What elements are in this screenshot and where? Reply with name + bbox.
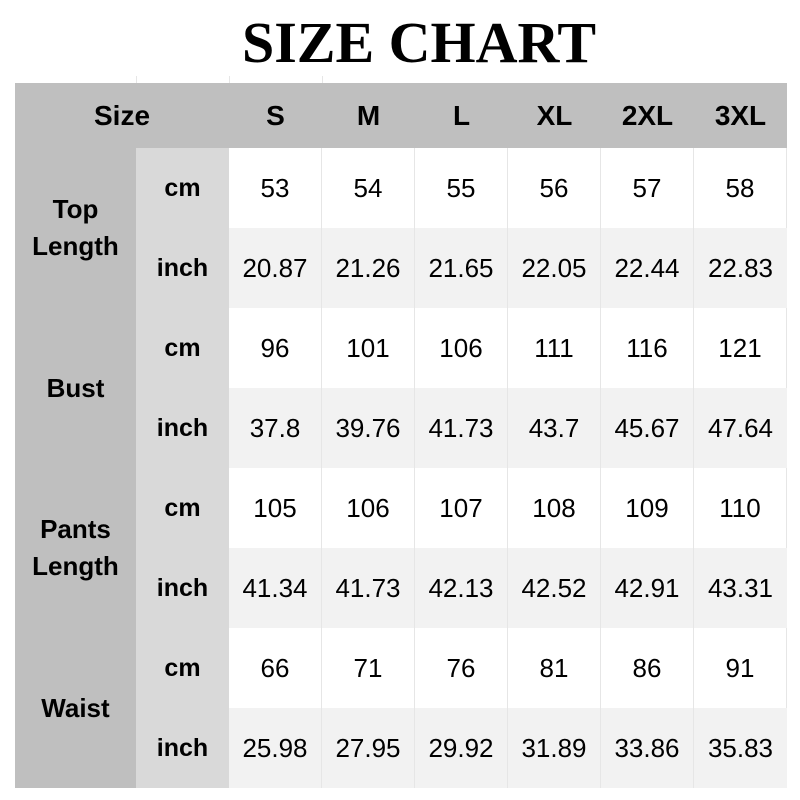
table-cell-inch: 35.83: [694, 708, 787, 788]
table-cell-cm: 81: [508, 628, 601, 708]
table-cell-inch: 43.31: [694, 548, 787, 628]
table-cell-inch: 47.64: [694, 388, 787, 468]
unit-label-inch: inch: [136, 228, 229, 308]
table-cell-inch: 21.26: [322, 228, 415, 308]
measurement-label: Top Length: [15, 148, 136, 308]
table-cell-cm: 54: [322, 148, 415, 228]
table-cell-inch: 39.76: [322, 388, 415, 468]
table-cell-inch: 27.95: [322, 708, 415, 788]
grid-line: [322, 76, 323, 83]
table-cell-cm: 106: [415, 308, 508, 388]
measurement-label: Waist: [15, 628, 136, 788]
table-cell-inch: 22.05: [508, 228, 601, 308]
table-cell-inch: 41.34: [229, 548, 322, 628]
unit-label-inch: inch: [136, 708, 229, 788]
table-cell-inch: 22.83: [694, 228, 787, 308]
table-cell-inch: 37.8: [229, 388, 322, 468]
table-cell-cm: 71: [322, 628, 415, 708]
table-cell-cm: 56: [508, 148, 601, 228]
unit-label-cm: cm: [136, 148, 229, 228]
table-cell-inch: 25.98: [229, 708, 322, 788]
unit-label-inch: inch: [136, 388, 229, 468]
table-cell-cm: 101: [322, 308, 415, 388]
table-cell-cm: 76: [415, 628, 508, 708]
header-size-xl: XL: [508, 83, 601, 148]
table-cell-cm: 53: [229, 148, 322, 228]
table-cell-inch: 45.67: [601, 388, 694, 468]
table-cell-cm: 106: [322, 468, 415, 548]
unit-label-cm: cm: [136, 468, 229, 548]
unit-label-cm: cm: [136, 308, 229, 388]
table-cell-cm: 109: [601, 468, 694, 548]
table-cell-cm: 57: [601, 148, 694, 228]
table-cell-cm: 111: [508, 308, 601, 388]
grid-line: [229, 76, 230, 83]
table-cell-cm: 86: [601, 628, 694, 708]
header-size-l: L: [415, 83, 508, 148]
table-cell-inch: 20.87: [229, 228, 322, 308]
header-size-s: S: [229, 83, 322, 148]
table-cell-inch: 21.65: [415, 228, 508, 308]
table-cell-cm: 116: [601, 308, 694, 388]
table-cell-cm: 105: [229, 468, 322, 548]
table-cell-cm: 110: [694, 468, 787, 548]
table-cell-cm: 121: [694, 308, 787, 388]
table-cell-inch: 42.13: [415, 548, 508, 628]
table-cell-inch: 22.44: [601, 228, 694, 308]
table-cell-cm: 108: [508, 468, 601, 548]
table-cell-cm: 66: [229, 628, 322, 708]
table-cell-inch: 31.89: [508, 708, 601, 788]
measurement-label: Pants Length: [15, 468, 136, 628]
table-cell-inch: 41.73: [415, 388, 508, 468]
grid-line: [136, 76, 137, 83]
table-cell-cm: 107: [415, 468, 508, 548]
header-size-m: M: [322, 83, 415, 148]
header-size-label: Size: [15, 83, 229, 148]
table-cell-cm: 55: [415, 148, 508, 228]
unit-label-inch: inch: [136, 548, 229, 628]
table-cell-cm: 58: [694, 148, 787, 228]
table-cell-inch: 41.73: [322, 548, 415, 628]
table-cell-inch: 33.86: [601, 708, 694, 788]
table-cell-inch: 42.52: [508, 548, 601, 628]
header-size-3xl: 3XL: [694, 83, 787, 148]
table-cell-cm: 91: [694, 628, 787, 708]
table-cell-cm: 96: [229, 308, 322, 388]
header-size-2xl: 2XL: [601, 83, 694, 148]
table-cell-inch: 42.91: [601, 548, 694, 628]
page-title: SIZE CHART: [241, 10, 597, 75]
table-cell-inch: 29.92: [415, 708, 508, 788]
size-chart-table: Size S M L XL 2XL 3XL Top Length cm 53 54 55 56 57 58 i…: [15, 83, 787, 788]
measurement-label: Bust: [15, 308, 136, 468]
table-cell-inch: 43.7: [508, 388, 601, 468]
unit-label-cm: cm: [136, 628, 229, 708]
